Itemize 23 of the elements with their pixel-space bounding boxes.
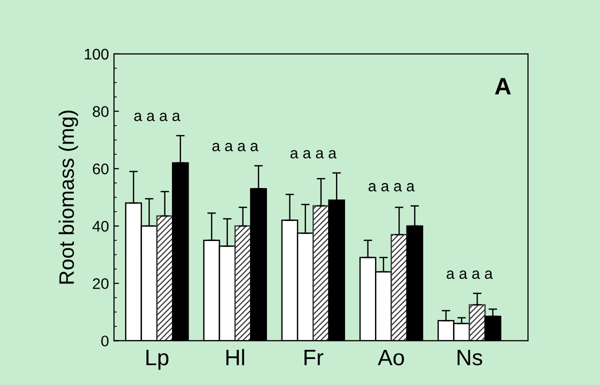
y-tick-label: 40 <box>92 220 109 232</box>
bar <box>156 215 174 341</box>
bar <box>234 225 252 341</box>
annotation: a a a a <box>446 270 493 279</box>
y-tick-label: 80 <box>92 106 109 117</box>
x-tick-label: Hl <box>226 349 244 366</box>
x-tick-label: Ns <box>458 350 482 366</box>
y-tick-label: 0 <box>101 336 109 346</box>
x-tick-label: Fr <box>304 350 324 366</box>
bar <box>390 234 408 341</box>
y-tick-label: 60 <box>92 164 109 174</box>
annotation: a a a a <box>368 183 415 192</box>
annotation: A <box>494 78 511 94</box>
y-tick-label: 100 <box>84 48 109 60</box>
annotation: a a a a <box>212 142 258 152</box>
bar <box>312 205 330 341</box>
x-tick-label: Ao <box>378 350 404 366</box>
y-tick-label: 20 <box>92 278 109 290</box>
annotation: a a a a <box>134 112 180 122</box>
y-axis-title: Root biomass (mg) <box>58 110 78 284</box>
annotation: a a a a <box>290 150 337 158</box>
bar <box>468 304 486 341</box>
x-tick-label: Lp <box>146 350 168 370</box>
